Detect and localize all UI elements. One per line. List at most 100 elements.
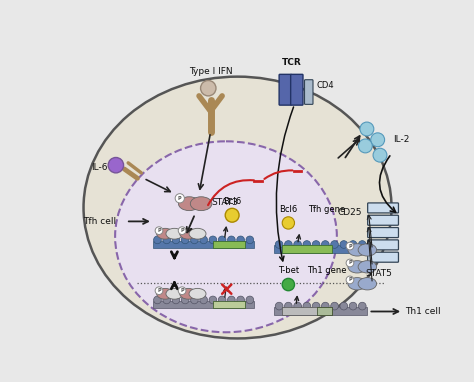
Text: Tfh cell: Tfh cell: [83, 217, 117, 226]
Circle shape: [182, 236, 189, 244]
Ellipse shape: [358, 244, 377, 256]
Ellipse shape: [348, 278, 366, 290]
Text: TCR: TCR: [282, 58, 301, 67]
Circle shape: [282, 217, 294, 229]
Ellipse shape: [348, 261, 366, 273]
Ellipse shape: [156, 228, 173, 239]
Circle shape: [294, 302, 301, 310]
Circle shape: [237, 296, 245, 304]
Circle shape: [321, 241, 329, 248]
Circle shape: [163, 296, 171, 304]
Text: IL-6: IL-6: [91, 163, 107, 172]
FancyBboxPatch shape: [368, 252, 399, 262]
Text: Th1 gene: Th1 gene: [307, 266, 346, 275]
Circle shape: [340, 241, 347, 248]
Circle shape: [275, 241, 283, 248]
FancyBboxPatch shape: [368, 240, 399, 250]
Circle shape: [246, 236, 254, 244]
Text: Bcl6: Bcl6: [223, 197, 241, 206]
Circle shape: [219, 296, 226, 304]
Circle shape: [294, 241, 301, 248]
Bar: [274, 307, 367, 314]
Circle shape: [237, 236, 245, 244]
Bar: [282, 307, 332, 314]
Circle shape: [331, 241, 338, 248]
Circle shape: [228, 296, 235, 304]
Circle shape: [219, 236, 226, 244]
Text: P: P: [348, 277, 352, 282]
Circle shape: [201, 81, 216, 96]
Circle shape: [191, 296, 198, 304]
Bar: [317, 307, 332, 314]
Text: Tfh gene: Tfh gene: [308, 205, 346, 214]
Ellipse shape: [189, 228, 206, 239]
Circle shape: [163, 236, 171, 244]
Circle shape: [346, 259, 354, 267]
Bar: [274, 245, 367, 253]
Ellipse shape: [166, 288, 183, 299]
Bar: [153, 241, 255, 248]
Text: CD25: CD25: [338, 208, 362, 217]
Text: Type I IFN: Type I IFN: [189, 67, 232, 76]
Circle shape: [349, 302, 357, 310]
Circle shape: [225, 208, 239, 222]
Ellipse shape: [156, 288, 173, 299]
Circle shape: [282, 278, 294, 291]
Ellipse shape: [358, 278, 377, 290]
Circle shape: [108, 157, 124, 173]
Text: P: P: [178, 196, 182, 201]
Circle shape: [349, 241, 357, 248]
Ellipse shape: [179, 197, 200, 210]
Ellipse shape: [189, 288, 206, 299]
Ellipse shape: [115, 141, 337, 332]
FancyBboxPatch shape: [304, 80, 313, 104]
Circle shape: [358, 302, 366, 310]
Ellipse shape: [166, 228, 183, 239]
Text: STAT5: STAT5: [365, 269, 392, 278]
Circle shape: [346, 242, 354, 250]
Bar: [282, 245, 332, 253]
Circle shape: [303, 302, 310, 310]
Circle shape: [200, 296, 208, 304]
Text: Bcl6: Bcl6: [279, 205, 298, 214]
Text: CD4: CD4: [316, 81, 334, 91]
Circle shape: [312, 241, 320, 248]
Circle shape: [358, 241, 366, 248]
Text: IL-2: IL-2: [393, 135, 410, 144]
Text: P: P: [180, 228, 184, 233]
Circle shape: [200, 236, 208, 244]
FancyBboxPatch shape: [291, 74, 303, 105]
FancyBboxPatch shape: [368, 228, 399, 238]
Ellipse shape: [348, 244, 366, 256]
Circle shape: [346, 276, 354, 284]
Text: P: P: [180, 288, 184, 293]
Text: T-bet: T-bet: [278, 266, 299, 275]
Circle shape: [360, 122, 374, 136]
Ellipse shape: [180, 228, 197, 239]
Circle shape: [178, 287, 186, 295]
Circle shape: [209, 296, 217, 304]
Circle shape: [154, 236, 161, 244]
Circle shape: [284, 302, 292, 310]
Circle shape: [175, 194, 184, 203]
Circle shape: [303, 241, 310, 248]
Circle shape: [373, 148, 387, 162]
Text: P: P: [157, 228, 161, 233]
Circle shape: [172, 236, 180, 244]
Circle shape: [371, 133, 384, 147]
Text: P: P: [348, 244, 352, 249]
Circle shape: [155, 287, 163, 295]
Circle shape: [191, 236, 198, 244]
Ellipse shape: [180, 288, 197, 299]
Text: STAT3: STAT3: [211, 198, 238, 207]
Circle shape: [331, 302, 338, 310]
Circle shape: [172, 296, 180, 304]
Ellipse shape: [358, 261, 377, 273]
Bar: [153, 301, 255, 308]
Text: P: P: [157, 288, 161, 293]
Circle shape: [358, 139, 372, 153]
Circle shape: [154, 296, 161, 304]
Circle shape: [275, 302, 283, 310]
Circle shape: [155, 227, 163, 235]
FancyBboxPatch shape: [368, 215, 399, 225]
